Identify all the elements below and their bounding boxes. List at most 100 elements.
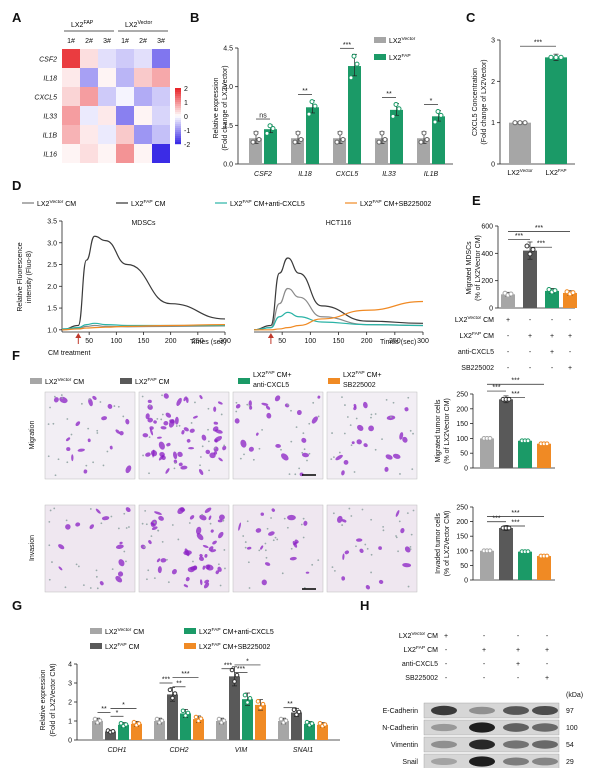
- x-tick-label: 300: [417, 338, 429, 345]
- scale-step: [175, 138, 181, 141]
- sign: -: [445, 647, 448, 654]
- cell: [217, 566, 222, 572]
- pore: [122, 415, 125, 418]
- cell: [148, 540, 152, 545]
- pore: [87, 427, 90, 430]
- pore: [264, 549, 267, 552]
- sign: +: [482, 647, 486, 654]
- bar-fap: [264, 129, 277, 164]
- point: [530, 246, 536, 252]
- heatmap-cell: [134, 49, 152, 68]
- pore: [220, 413, 223, 416]
- column-label: 2#: [85, 38, 93, 45]
- bar-vector: [375, 138, 388, 164]
- pore: [317, 559, 320, 561]
- pore: [303, 448, 306, 451]
- pore: [281, 572, 284, 575]
- heatmap-cell: [98, 68, 116, 87]
- pore: [283, 517, 286, 520]
- scale-tick-label: -2: [184, 142, 190, 149]
- bar: [518, 440, 532, 468]
- point: [376, 139, 382, 145]
- cell: [218, 457, 223, 462]
- cell: [177, 451, 183, 458]
- cell: [199, 579, 203, 586]
- blot-label-Vimentin: Vimentin: [391, 742, 418, 749]
- cell: [343, 459, 349, 465]
- pore: [66, 418, 69, 420]
- heatmap-cell: [98, 144, 116, 163]
- pore: [301, 451, 304, 454]
- scale-step: [175, 136, 181, 139]
- sign: -: [551, 365, 554, 372]
- blot-kda: 100: [566, 725, 578, 732]
- h-condition-label: LX2FAP CM: [404, 645, 439, 654]
- y-tick-label: 3: [68, 681, 72, 688]
- pore: [117, 405, 120, 408]
- blot-band: [532, 723, 558, 732]
- cell: [75, 421, 81, 427]
- point: [118, 720, 124, 726]
- micrograph: [138, 504, 230, 593]
- point: [317, 720, 323, 726]
- point: [159, 718, 165, 723]
- pore: [222, 519, 225, 522]
- pore: [53, 507, 56, 510]
- cell: [261, 402, 269, 406]
- heatmap-cell: [80, 87, 98, 106]
- pore: [95, 575, 98, 578]
- scale-step: [175, 140, 181, 143]
- pore: [157, 529, 159, 532]
- cell: [281, 453, 289, 461]
- significance-label: ***: [537, 241, 545, 248]
- cell: [215, 570, 220, 575]
- pore: [111, 568, 114, 571]
- micrograph: [44, 391, 136, 480]
- pore: [355, 545, 357, 548]
- y-tick-label: 200: [456, 406, 468, 413]
- cell: [271, 508, 275, 512]
- pore: [141, 395, 144, 398]
- scale-step: [175, 122, 181, 125]
- cell: [140, 544, 146, 550]
- pore: [395, 536, 398, 539]
- bar: [499, 399, 513, 468]
- pore: [161, 394, 163, 397]
- pore: [64, 586, 67, 589]
- cell: [199, 514, 207, 521]
- cell: [178, 462, 183, 467]
- cell: [198, 468, 204, 475]
- heatmap-cell: [116, 144, 134, 163]
- cell: [154, 511, 162, 515]
- pore: [374, 448, 377, 451]
- bar: [154, 721, 165, 740]
- point: [418, 139, 424, 145]
- cell: [75, 522, 81, 527]
- pore: [167, 581, 170, 584]
- heatmap-cell: [134, 68, 152, 87]
- cell: [208, 515, 212, 521]
- pore: [346, 416, 349, 418]
- cell: [199, 553, 203, 558]
- g-ylabel: Relative expression: [40, 669, 47, 730]
- pore: [381, 438, 383, 441]
- cell: [303, 520, 308, 526]
- y-tick-label: 3.0: [223, 84, 233, 91]
- blot-kda: 97: [566, 708, 574, 715]
- significance-label: ***: [224, 662, 232, 669]
- y-tick-label: 1.5: [223, 123, 233, 130]
- point: [432, 119, 438, 125]
- bar-vector: [249, 138, 262, 164]
- pore: [385, 398, 388, 401]
- heatmap-cell: [134, 125, 152, 144]
- pore: [409, 429, 412, 432]
- cell: [157, 566, 162, 574]
- g-category-SNAI1: SNAI1: [293, 747, 313, 754]
- bar-vector: [333, 138, 346, 164]
- cell: [355, 538, 363, 542]
- pore: [330, 458, 333, 461]
- point: [337, 130, 343, 136]
- significance-label: ***: [534, 40, 542, 47]
- cell: [266, 412, 272, 419]
- legend-swatch: [374, 37, 386, 43]
